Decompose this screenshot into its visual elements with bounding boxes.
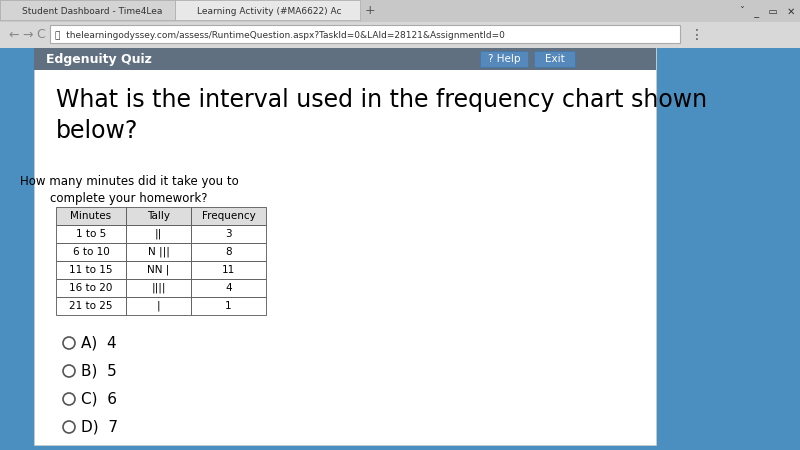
Bar	[0, 0, 800, 22]
Text: Exit: Exit	[545, 54, 564, 64]
Text: N |||: N |||	[147, 247, 170, 257]
Bar	[56, 225, 126, 243]
Text: 🔒  thelearningodyssey.com/assess/RuntimeQuestion.aspx?TaskId=0&LAId=28121&Assign: 🔒 thelearningodyssey.com/assess/RuntimeQ…	[55, 31, 505, 40]
Text: ||: ||	[155, 229, 162, 239]
Text: 16 to 20: 16 to 20	[70, 283, 113, 293]
Text: 8: 8	[225, 247, 232, 257]
Text: C: C	[36, 28, 45, 41]
Text: A)  4: A) 4	[81, 336, 117, 351]
Circle shape	[63, 365, 75, 377]
Text: B)  5: B) 5	[81, 364, 117, 378]
Text: |: |	[157, 301, 160, 311]
Text: +: +	[365, 4, 376, 18]
Circle shape	[63, 337, 75, 349]
Bar	[56, 261, 126, 279]
Bar	[126, 225, 191, 243]
Bar	[56, 207, 126, 225]
Bar	[56, 279, 126, 297]
Text: How many minutes did it take you to
complete your homework?: How many minutes did it take you to comp…	[20, 175, 238, 205]
Bar	[191, 261, 266, 279]
Bar	[126, 297, 191, 315]
Bar	[56, 243, 126, 261]
Text: Student Dashboard - Time4Lea: Student Dashboard - Time4Lea	[22, 6, 162, 15]
Bar	[480, 51, 528, 67]
Text: ⋮: ⋮	[690, 28, 704, 42]
Bar	[34, 48, 656, 445]
Text: ||||: ||||	[151, 283, 166, 293]
Bar	[126, 279, 191, 297]
Bar	[0, 48, 800, 450]
Text: 6 to 10: 6 to 10	[73, 247, 110, 257]
Text: Learning Activity (#MA6622) Ac: Learning Activity (#MA6622) Ac	[197, 6, 342, 15]
Text: 11 to 15: 11 to 15	[70, 265, 113, 275]
Bar	[191, 279, 266, 297]
Bar	[126, 243, 191, 261]
Bar	[534, 51, 575, 67]
Bar	[126, 261, 191, 279]
Text: C)  6: C) 6	[81, 392, 117, 406]
Text: NN |: NN |	[147, 265, 170, 275]
Bar	[0, 22, 800, 48]
Text: ˇ   _   ▭   ✕: ˇ _ ▭ ✕	[740, 5, 795, 17]
Text: 11: 11	[222, 265, 235, 275]
Text: D)  7: D) 7	[81, 419, 118, 435]
Circle shape	[63, 393, 75, 405]
Text: 1: 1	[225, 301, 232, 311]
Bar	[126, 207, 191, 225]
Bar	[191, 207, 266, 225]
Bar	[191, 297, 266, 315]
Text: ? Help: ? Help	[488, 54, 520, 64]
Text: Edgenuity Quiz: Edgenuity Quiz	[46, 53, 152, 66]
Bar	[50, 25, 680, 43]
Circle shape	[63, 421, 75, 433]
Bar	[0, 0, 175, 20]
Text: ←: ←	[8, 28, 18, 41]
Text: What is the interval used in the frequency chart shown
below?: What is the interval used in the frequen…	[56, 88, 707, 143]
Text: 21 to 25: 21 to 25	[70, 301, 113, 311]
Bar	[175, 0, 360, 20]
Bar	[191, 243, 266, 261]
Bar	[191, 225, 266, 243]
Text: 4: 4	[225, 283, 232, 293]
Bar	[34, 48, 656, 70]
Text: Tally: Tally	[147, 211, 170, 221]
Text: 1 to 5: 1 to 5	[76, 229, 106, 239]
Text: →: →	[22, 28, 33, 41]
Bar	[56, 297, 126, 315]
Text: Minutes: Minutes	[70, 211, 111, 221]
Text: 3: 3	[225, 229, 232, 239]
Text: Frequency: Frequency	[202, 211, 255, 221]
